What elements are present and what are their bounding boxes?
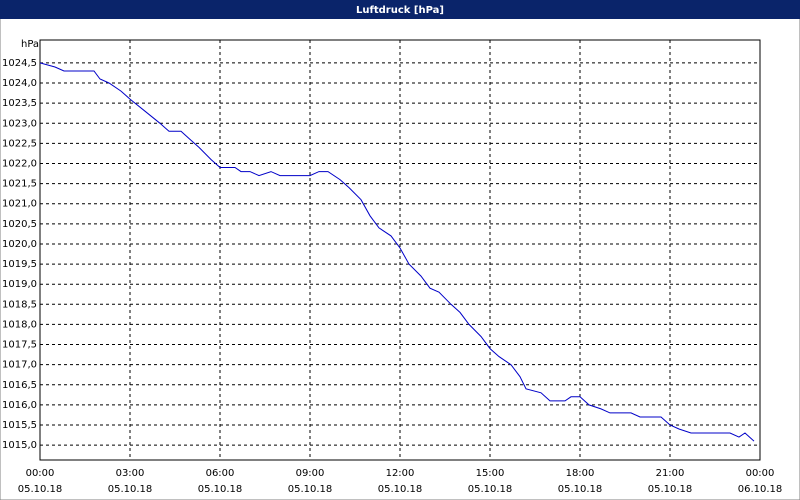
y-tick-label: 1020,0: [2, 239, 37, 250]
y-tick-label: 1019,5: [2, 259, 37, 270]
x-tick-date: 05.10.18: [108, 484, 153, 495]
y-tick-label: 1024,5: [2, 58, 37, 69]
x-tick-date: 05.10.18: [18, 484, 63, 495]
x-tick-label: 00:00: [746, 468, 775, 479]
y-tick-label: 1015,0: [2, 440, 37, 451]
title-bar: [0, 0, 800, 19]
x-tick-date: 05.10.18: [648, 484, 693, 495]
y-tick-label: 1017,0: [2, 360, 37, 371]
y-tick-label: 1018,5: [2, 299, 37, 310]
x-tick-label: 15:00: [476, 468, 505, 479]
x-tick-date: 06.10.18: [738, 484, 783, 495]
y-tick-label: 1022,0: [2, 159, 37, 170]
y-tick-label: 1024,0: [2, 78, 37, 89]
x-tick-label: 12:00: [386, 468, 415, 479]
x-tick-label: 03:00: [116, 468, 145, 479]
x-tick-label: 06:00: [206, 468, 235, 479]
x-tick-label: 21:00: [656, 468, 685, 479]
y-tick-label: 1015,5: [2, 420, 37, 431]
x-tick-date: 05.10.18: [468, 484, 513, 495]
y-tick-label: 1020,5: [2, 219, 37, 230]
x-tick-date: 05.10.18: [558, 484, 603, 495]
y-tick-label: 1022,5: [2, 138, 37, 149]
data-line: [39, 62, 755, 442]
y-tick-label: 1023,0: [2, 118, 37, 129]
x-tick-date: 05.10.18: [288, 484, 333, 495]
y-tick-label: 1017,5: [2, 340, 37, 351]
y-unit: hPa: [21, 39, 39, 50]
x-tick-label: 18:00: [566, 468, 595, 479]
x-tick-date: 05.10.18: [378, 484, 423, 495]
y-tick-label: 1021,5: [2, 179, 37, 190]
y-tick-label: 1021,0: [2, 199, 37, 210]
y-tick-label: 1016,5: [2, 380, 37, 391]
y-tick-label: 1023,5: [2, 98, 37, 109]
chart-title: Luftdruck [hPa]: [356, 5, 444, 16]
y-tick-label: 1019,0: [2, 279, 37, 290]
y-tick-label: 1018,0: [2, 319, 37, 330]
y-tick-label: 1016,0: [2, 400, 37, 411]
x-tick-label: 09:00: [296, 468, 325, 479]
x-tick-date: 05.10.18: [198, 484, 243, 495]
x-tick-label: 00:00: [26, 468, 55, 479]
